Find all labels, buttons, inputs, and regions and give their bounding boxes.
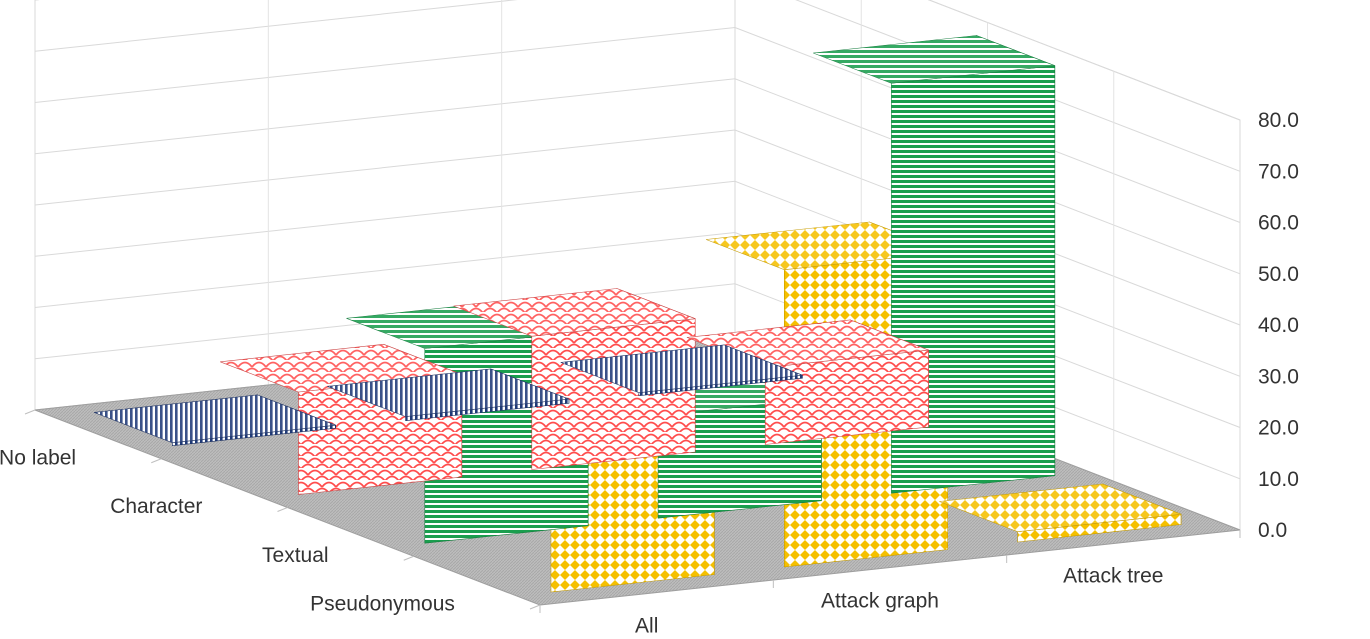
depth-category-label: Textual (262, 544, 329, 567)
depth-axis-tick (24, 409, 36, 415)
gridline (35, 0, 1241, 121)
depth-axis-tick (151, 458, 162, 464)
y-tick-label: 70.0 (1258, 160, 1299, 183)
bar (813, 35, 1056, 494)
depth-category-label: Character (110, 495, 202, 518)
bar-top-highlight (939, 484, 1181, 532)
y-tick-label: 50.0 (1258, 263, 1299, 286)
x-category-label: Attack graph (821, 590, 939, 613)
bar (686, 319, 929, 445)
bar (939, 483, 1182, 543)
bar (327, 368, 570, 422)
bar (93, 394, 336, 447)
y-tick-label: 30.0 (1258, 365, 1299, 388)
bar-top (560, 344, 803, 394)
chart-bars (93, 35, 1182, 593)
depth-category-label: No label (0, 446, 76, 469)
y-tick-label: 0.0 (1258, 519, 1287, 542)
bar-top (813, 35, 1055, 84)
bar-top-highlight (453, 288, 696, 337)
bar-top (327, 368, 570, 417)
depth-axis-tick (403, 555, 414, 561)
bar-top (93, 394, 336, 444)
y-tick-label: 80.0 (1258, 109, 1299, 132)
bar-top (939, 483, 1182, 533)
y-tick-label: 10.0 (1258, 468, 1299, 491)
bar-top-highlight (94, 394, 336, 443)
bar-front (891, 65, 1056, 494)
bar-top-highlight (560, 344, 803, 393)
x-category-label: Attack tree (1063, 565, 1163, 588)
bar-top-highlight (706, 222, 948, 270)
depth-axis-tick (277, 507, 288, 512)
depth-category-label: Pseudonymous (310, 593, 455, 616)
x-category-label: All (635, 615, 658, 638)
y-tick-label: 40.0 (1258, 314, 1299, 337)
bar-top-highlight (813, 35, 1055, 84)
bar-top-highlight (327, 368, 569, 417)
y-tick-label: 60.0 (1258, 212, 1299, 235)
bar-top (453, 288, 696, 337)
depth-axis-tick (529, 604, 541, 610)
chart-labels: 0.0 10.0 20.0 30.0 40.0 50.0 60.0 70.0 80.0 All At… (0, 109, 1299, 638)
bar (560, 344, 803, 397)
y-tick-label: 20.0 (1258, 417, 1299, 440)
